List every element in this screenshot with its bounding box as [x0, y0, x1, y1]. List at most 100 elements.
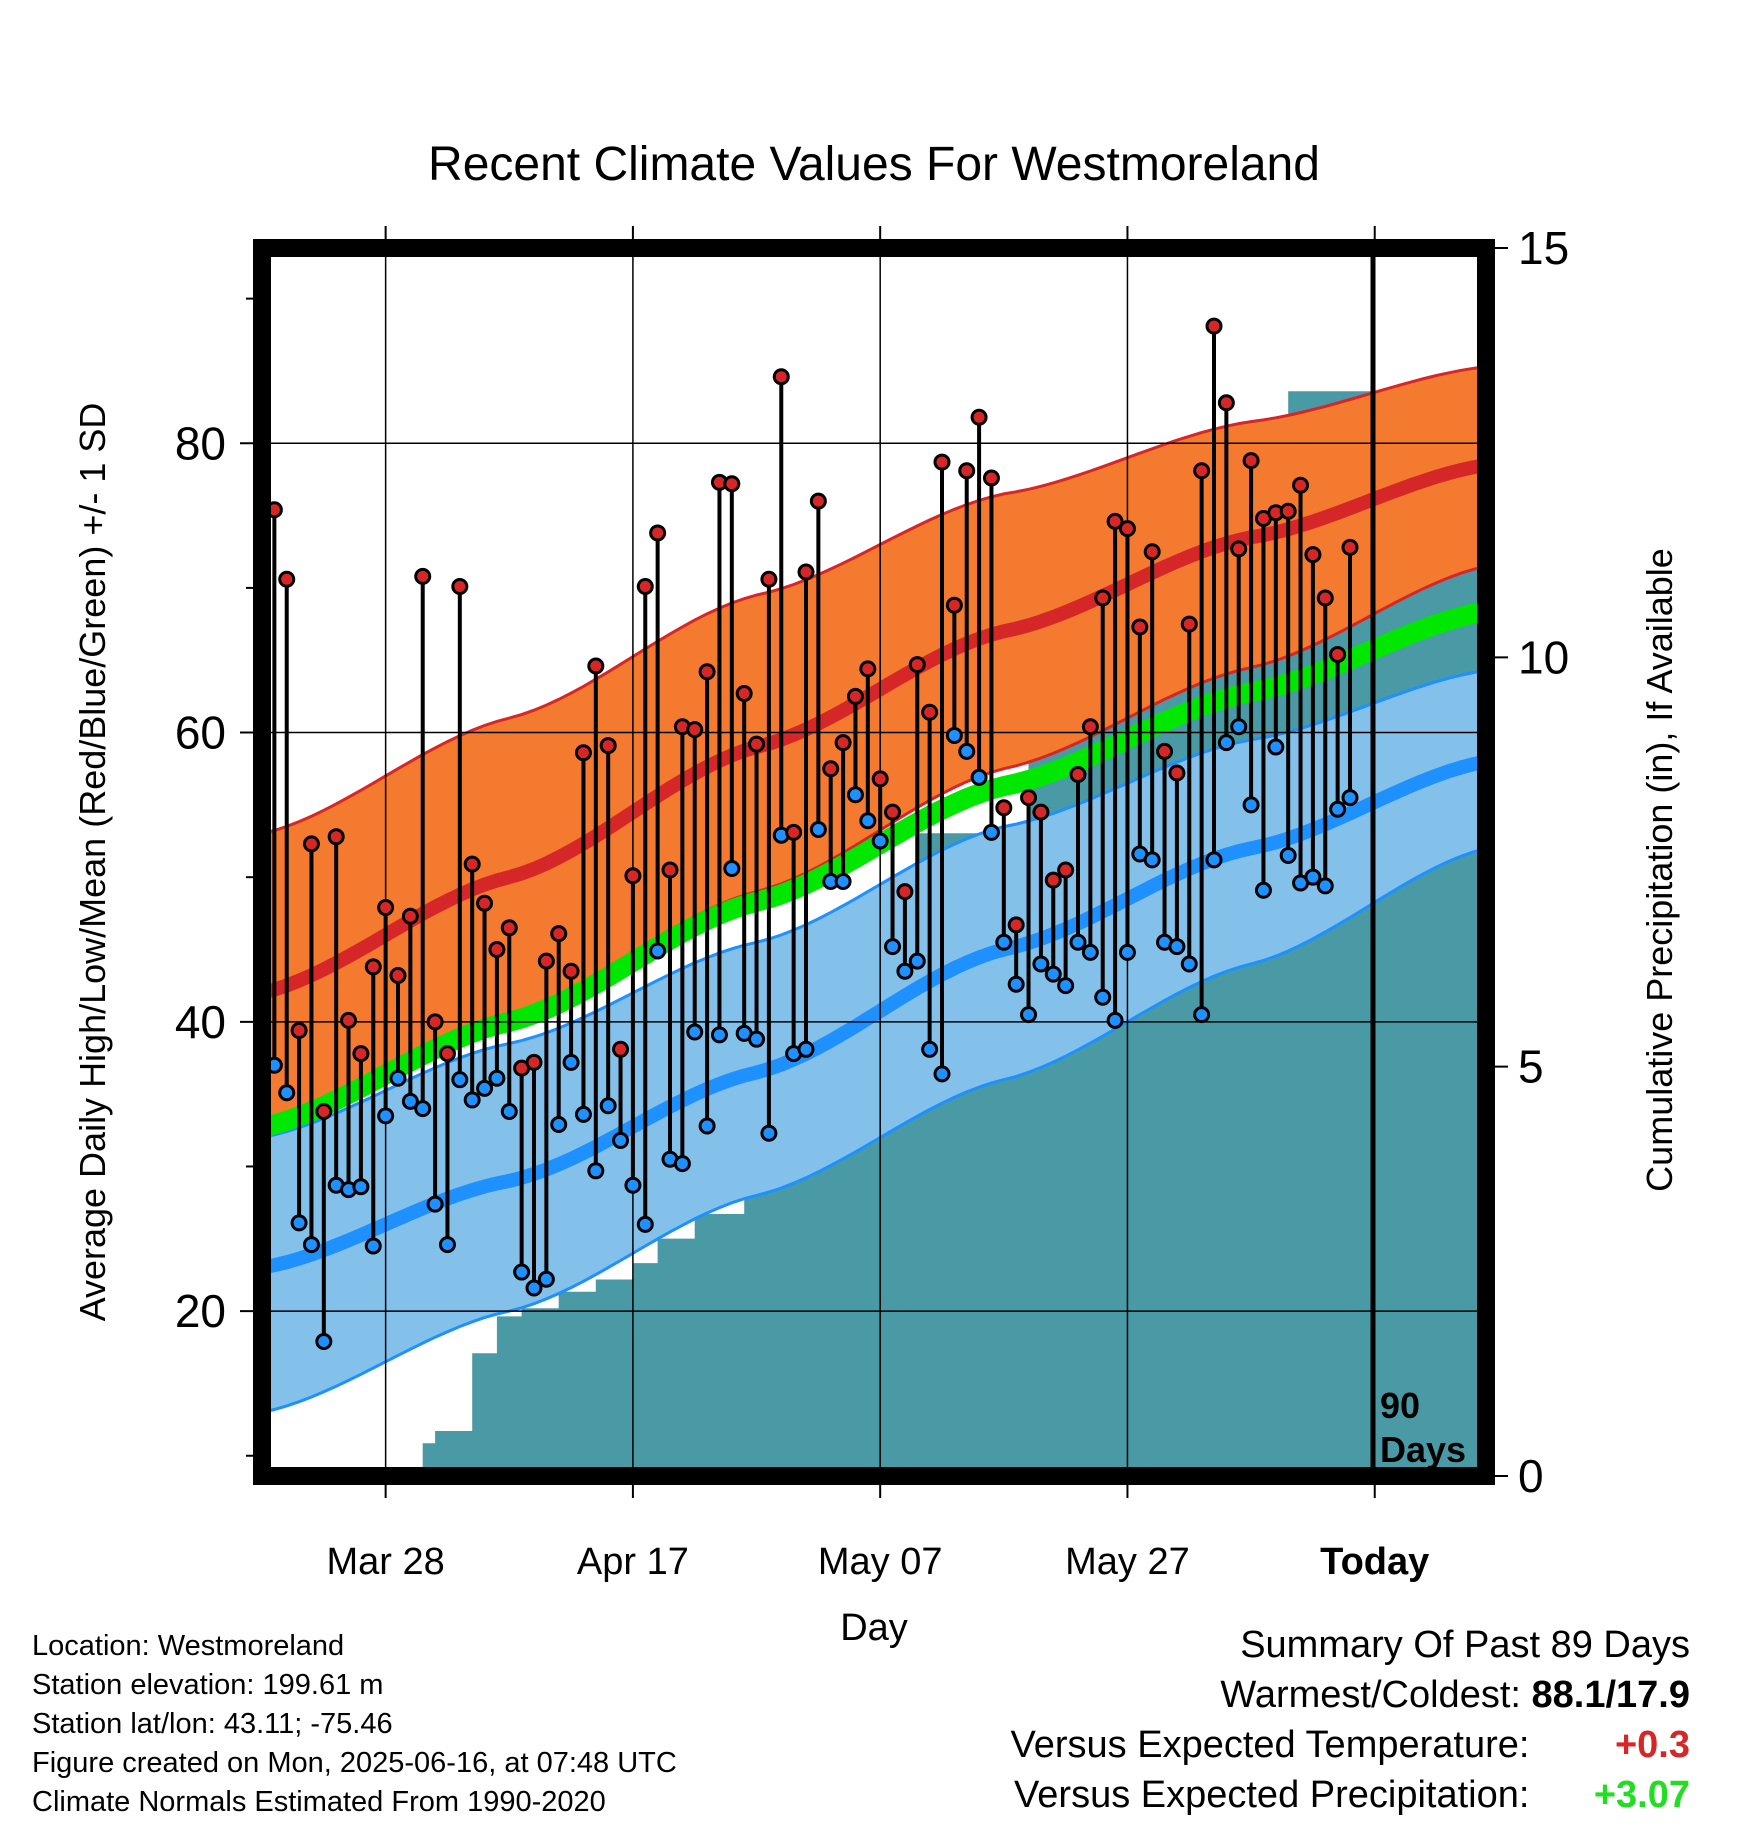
- daily-low-point: [1118, 943, 1136, 961]
- plot-frame: [253, 239, 1495, 1485]
- daily-high-point: [884, 803, 902, 821]
- daily-high-point: [476, 894, 494, 912]
- daily-high-point: [809, 492, 827, 510]
- daily-high-point: [1242, 452, 1260, 470]
- summary-precip-value: +3.07: [1593, 1774, 1690, 1816]
- info-latlon: Station lat/lon: 43.11; -75.46: [32, 1708, 393, 1740]
- info-location: Location: Westmoreland: [32, 1630, 345, 1662]
- daily-low-point: [945, 726, 963, 744]
- daily-high-point: [1329, 645, 1347, 663]
- daily-high-point: [1230, 540, 1248, 558]
- x-axis-label: Day: [840, 1607, 908, 1649]
- daily-low-point: [1205, 851, 1223, 869]
- station-info: Location: Westmoreland Station elevation…: [32, 1627, 677, 1822]
- daily-high-point: [636, 577, 654, 595]
- daily-low-point: [315, 1332, 333, 1350]
- daily-low-point: [612, 1131, 630, 1149]
- daily-high-point: [1032, 803, 1050, 821]
- daily-high-point: [1131, 618, 1149, 636]
- daily-high-point: [1069, 765, 1087, 783]
- window-label-days: Days: [1380, 1429, 1466, 1470]
- daily-low-point: [1069, 933, 1087, 951]
- summary-temp-row: Versus Expected Temperature: +0.3: [1011, 1720, 1690, 1770]
- info-created: Figure created on Mon, 2025-06-16, at 07…: [32, 1747, 677, 1779]
- daily-low-point: [995, 933, 1013, 951]
- daily-high-point: [661, 861, 679, 879]
- daily-low-point: [970, 768, 988, 786]
- daily-low-point: [624, 1176, 642, 1194]
- daily-high-point: [401, 907, 419, 925]
- daily-low-point: [958, 742, 976, 760]
- daily-low-point: [846, 786, 864, 804]
- daily-low-point: [760, 1124, 778, 1142]
- daily-high-point: [933, 453, 951, 471]
- daily-low-point: [1106, 1011, 1124, 1029]
- daily-low-point: [1094, 988, 1112, 1006]
- daily-high-point: [797, 563, 815, 581]
- daily-high-point: [426, 1013, 444, 1031]
- daily-high-point: [389, 967, 407, 985]
- daily-high-point: [908, 656, 926, 674]
- summary-warm-cold-value: 88.1/17.9: [1531, 1674, 1690, 1716]
- daily-low-point: [302, 1236, 320, 1254]
- daily-high-point: [624, 867, 642, 885]
- daily-low-point: [401, 1092, 419, 1110]
- daily-low-point: [710, 1026, 728, 1044]
- daily-high-point: [463, 855, 481, 873]
- daily-low-point: [1304, 868, 1322, 886]
- daily-high-point: [525, 1053, 543, 1071]
- daily-low-point: [1230, 718, 1248, 736]
- summary-precip-row: Versus Expected Precipitation: +3.07: [1011, 1770, 1690, 1820]
- daily-low-point: [896, 962, 914, 980]
- daily-low-point: [686, 1023, 704, 1041]
- daily-low-point: [364, 1237, 382, 1255]
- daily-low-point: [723, 860, 741, 878]
- daily-high-point: [822, 760, 840, 778]
- daily-high-point: [1143, 543, 1161, 561]
- daily-low-point: [859, 812, 877, 830]
- daily-low-point: [1193, 1006, 1211, 1024]
- daily-low-point: [1217, 734, 1235, 752]
- daily-high-point: [846, 687, 864, 705]
- daily-high-point: [315, 1103, 333, 1121]
- daily-low-point: [550, 1116, 568, 1134]
- daily-high-point: [550, 925, 568, 943]
- daily-high-point: [1180, 615, 1198, 633]
- summary-temp-value: +0.3: [1614, 1724, 1690, 1766]
- daily-high-point: [785, 823, 803, 841]
- daily-low-point: [1242, 796, 1260, 814]
- daily-low-point: [451, 1071, 469, 1089]
- daily-low-point: [933, 1065, 951, 1083]
- normal-high-line: [262, 458, 1486, 1000]
- daily-high-point: [1118, 520, 1136, 538]
- daily-high-point: [686, 721, 704, 739]
- daily-low-point: [673, 1155, 691, 1173]
- x-tick-label: Today: [1320, 1541, 1429, 1583]
- daily-high-point: [377, 899, 395, 917]
- daily-high-point: [896, 883, 914, 901]
- daily-low-point: [1032, 955, 1050, 973]
- y-left-tick-label: 60: [175, 707, 226, 759]
- daily-high-point: [500, 919, 518, 937]
- daily-low-point: [884, 938, 902, 956]
- daily-low-point: [525, 1279, 543, 1297]
- y-right-tick-label: 0: [1518, 1450, 1544, 1502]
- daily-high-point: [587, 657, 605, 675]
- daily-high-point: [278, 570, 296, 588]
- daily-low-point: [1168, 938, 1186, 956]
- summary-warm-cold-row: Warmest/Coldest: 88.1/17.9: [1011, 1670, 1690, 1720]
- low-band-upper-edge: [262, 668, 1486, 1139]
- daily-high-point: [1168, 764, 1186, 782]
- info-normals: Climate Normals Estimated From 1990-2020: [32, 1786, 606, 1818]
- daily-low-point: [426, 1195, 444, 1213]
- daily-low-point: [698, 1117, 716, 1135]
- daily-low-point: [1316, 877, 1334, 895]
- daily-high-point: [1205, 317, 1223, 335]
- daily-low-point: [599, 1097, 617, 1115]
- daily-high-point: [958, 462, 976, 480]
- daily-low-point: [1143, 851, 1161, 869]
- daily-low-point: [1020, 1006, 1038, 1024]
- daily-high-point: [438, 1045, 456, 1063]
- daily-low-point: [463, 1091, 481, 1109]
- y-axis-label-left: Average Daily High/Low/Mean (Red/Blue/Gr…: [72, 403, 113, 1322]
